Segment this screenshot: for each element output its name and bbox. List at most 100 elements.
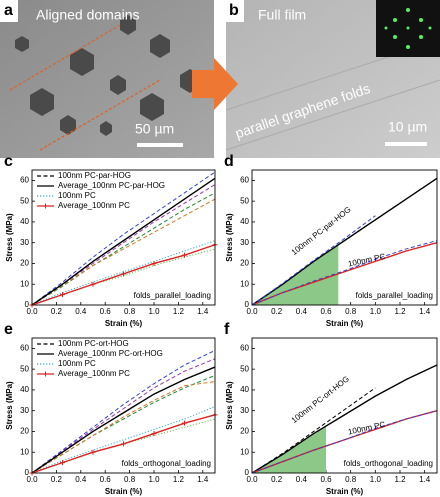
x-tick-label: 1.4	[419, 475, 431, 484]
x-tick-label: 0.6	[100, 307, 112, 316]
label-box	[226, 0, 244, 22]
caption: Aligned domains	[36, 7, 140, 23]
y-tick-label: 60	[240, 343, 249, 352]
marker	[182, 252, 187, 258]
plot-frame	[31, 337, 216, 474]
x-tick-label: 0.2	[271, 307, 283, 316]
series-line	[251, 387, 376, 474]
x-tick-label: 0.8	[345, 475, 357, 484]
y-axis-label: Stress (MPa)	[225, 381, 234, 430]
marker	[90, 281, 96, 287]
chart: d 0.0 0.2 0.4 0.6 0.8 1.0 1.2 1.4 0 10 20 30 40 50 60 St…	[224, 153, 438, 328]
legend-label: 100nm PC	[58, 359, 96, 368]
curve-label: 100nm PC-par-HOG	[290, 205, 353, 257]
panel-letter: d	[224, 153, 234, 170]
legend-marker	[43, 203, 48, 209]
legend-label: Average_100nm PC-par-HOG	[58, 181, 165, 190]
panel-letter: b	[229, 2, 239, 19]
y-tick-label: 60	[20, 343, 29, 352]
x-tick-label: 1.2	[394, 475, 406, 484]
annotation: folds_orthogonal_loading	[344, 459, 433, 468]
marker	[90, 449, 96, 455]
panel-b: b Full film parallel graphene folds 10 µ…	[225, 0, 440, 158]
series-line	[31, 366, 216, 474]
y-tick-label: 30	[20, 238, 29, 247]
plot-frame	[251, 169, 438, 306]
y-tick-label: 0	[245, 468, 250, 477]
x-axis-label: Strain (%)	[105, 319, 143, 328]
panel-letter: f	[224, 321, 230, 338]
y-tick-label: 40	[240, 217, 249, 226]
sample-line	[31, 198, 216, 306]
x-tick-label: 1.2	[173, 307, 185, 316]
x-tick-label: 0.4	[296, 307, 308, 316]
marker	[151, 260, 157, 266]
y-tick-label: 50	[20, 196, 29, 205]
curve-label: 100nm PC-ort-HOG	[290, 374, 351, 425]
sample-line	[31, 192, 216, 306]
y-tick-label: 20	[240, 259, 249, 268]
x-tick-label: 1.4	[419, 307, 431, 316]
guide-line	[9, 24, 121, 91]
y-tick-label: 10	[20, 447, 29, 456]
diffraction-spots	[384, 8, 432, 49]
y-tick-label: 50	[240, 364, 249, 373]
series-line	[251, 215, 376, 306]
panel-a: a Aligned domains 50 µm	[0, 0, 214, 158]
legend-label: 100nm PC-ort-HOG	[58, 339, 129, 348]
x-tick-label: 0.0	[26, 307, 38, 316]
y-tick-label: 10	[240, 447, 249, 456]
x-tick-label: 0.0	[26, 475, 38, 484]
annotation: folds_parallel_loading	[134, 291, 211, 300]
marker	[60, 460, 65, 466]
guide-line	[39, 79, 161, 151]
y-tick-label: 0	[245, 300, 250, 309]
curve-label: 100nm PC	[347, 420, 386, 437]
x-tick-label: 0.2	[51, 307, 63, 316]
sample-line	[31, 184, 216, 306]
x-tick-label: 0.8	[124, 307, 136, 316]
x-axis-label: Strain (%)	[326, 319, 364, 328]
y-tick-label: 30	[240, 406, 249, 415]
marker	[121, 441, 126, 447]
x-tick-label: 1.0	[370, 307, 382, 316]
sample-line	[31, 350, 216, 474]
x-tick-label: 0.4	[75, 475, 87, 484]
y-tick-label: 20	[240, 427, 249, 436]
sample-line	[31, 358, 216, 474]
marker	[60, 292, 65, 298]
x-tick-label: 0.0	[246, 307, 258, 316]
y-tick-label: 20	[20, 427, 29, 436]
label-box	[0, 0, 18, 22]
plot-frame	[251, 337, 438, 474]
scale-bar	[137, 143, 183, 147]
sample-line	[31, 171, 216, 306]
x-tick-label: 1.4	[197, 307, 209, 316]
x-tick-label: 1.2	[394, 307, 406, 316]
chart: e 0.0 0.2 0.4 0.6 0.8 1.0 1.2 1.4 0 10 20 30 40 50 60 St…	[4, 321, 218, 496]
x-tick-label: 1.0	[148, 475, 160, 484]
series-line	[251, 240, 438, 306]
x-tick-label: 0.8	[345, 307, 357, 316]
legend-label: Average_100nm PC	[58, 201, 130, 210]
x-tick-label: 0.8	[124, 475, 136, 484]
x-tick-label: 1.0	[370, 475, 382, 484]
y-tick-label: 40	[240, 385, 249, 394]
y-axis-label: Stress (MPa)	[5, 381, 14, 430]
marker	[151, 431, 157, 437]
legend-marker	[43, 371, 48, 377]
y-tick-label: 60	[240, 175, 249, 184]
x-tick-label: 1.4	[197, 475, 209, 484]
annotation: folds_parallel_loading	[356, 291, 433, 300]
series-line	[251, 410, 438, 474]
x-tick-label: 0.2	[271, 475, 283, 484]
y-tick-label: 0	[25, 468, 30, 477]
arrow	[192, 58, 238, 110]
x-axis-label: Strain (%)	[326, 487, 364, 496]
panel-letter: a	[4, 2, 13, 19]
x-tick-label: 0.6	[100, 475, 112, 484]
y-tick-label: 0	[25, 300, 30, 309]
legend-label: 100nm PC	[58, 191, 96, 200]
